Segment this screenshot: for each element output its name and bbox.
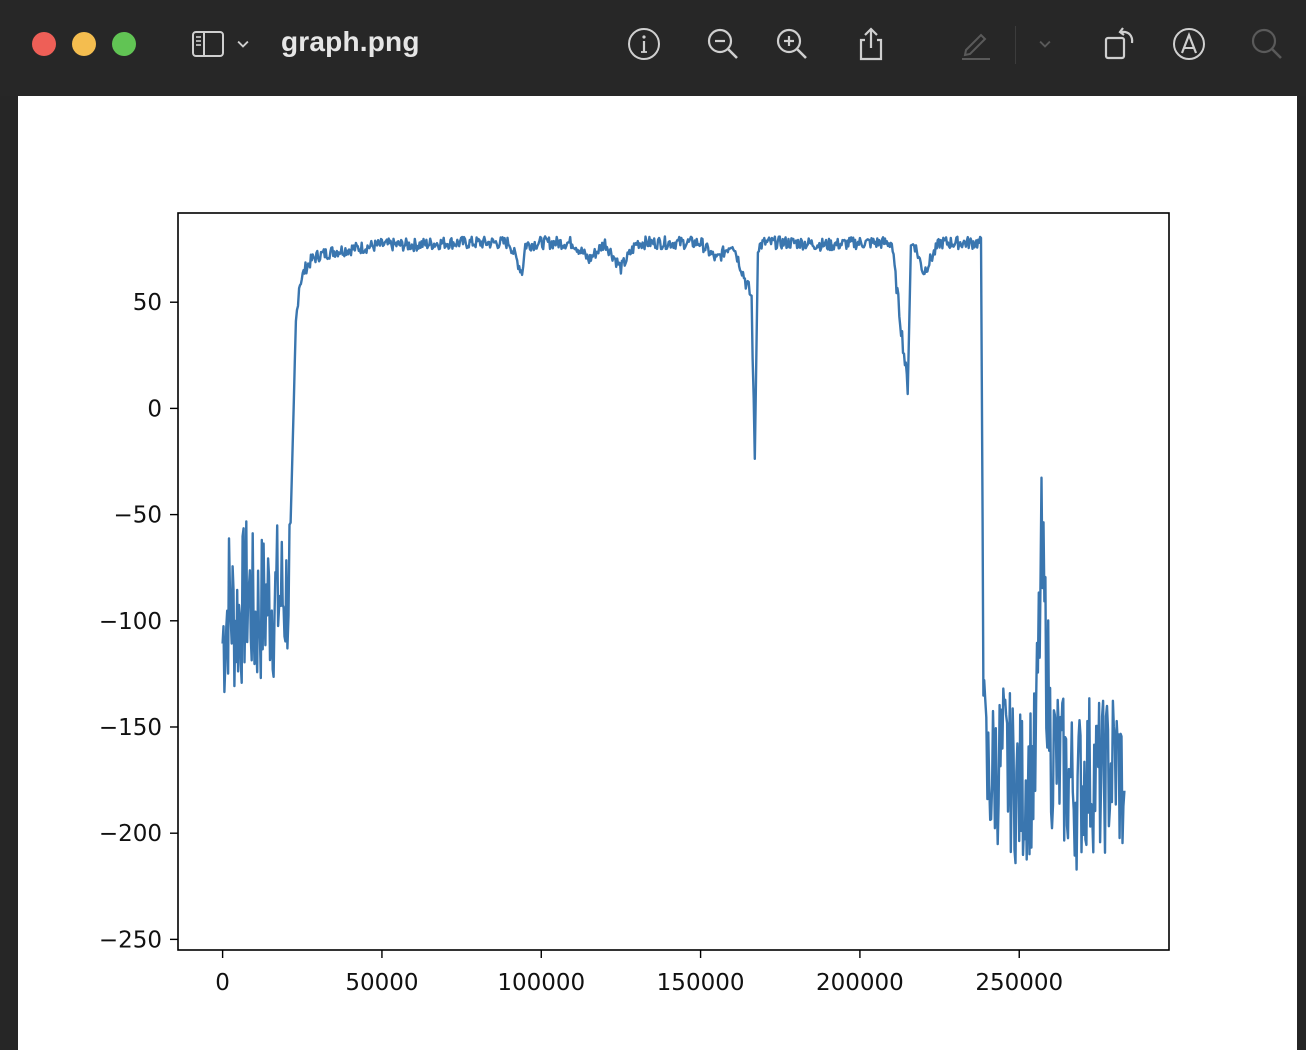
- x-tick-label: 250000: [975, 970, 1063, 996]
- zoom-in-button[interactable]: [770, 22, 814, 66]
- toolbar-divider: [1015, 26, 1016, 64]
- y-tick-label: −200: [99, 821, 162, 847]
- right-gutter: [1297, 96, 1306, 1050]
- chevron-down-icon: [1039, 40, 1051, 48]
- x-tick-label: 200000: [816, 970, 904, 996]
- y-tick-label: 50: [133, 290, 162, 316]
- line-chart: 0 50000 100000 150000 200000 250000 50 0 −50 −100…: [99, 212, 1170, 996]
- x-tick-label: 0: [215, 970, 230, 996]
- annotate-button[interactable]: [1167, 22, 1211, 66]
- document-title: graph.png: [281, 26, 420, 57]
- y-tick-label: −100: [99, 609, 162, 635]
- search-icon: [1251, 28, 1282, 59]
- zoom-out-icon: [707, 28, 738, 59]
- search-button[interactable]: [1245, 22, 1289, 66]
- zoom-in-icon: [776, 28, 807, 59]
- window-titlebar: graph.png: [0, 0, 1306, 96]
- rotate-button[interactable]: [1097, 22, 1141, 66]
- maximize-window-button[interactable]: [112, 32, 136, 56]
- sidebar-menu-button[interactable]: [228, 22, 258, 66]
- plot-frame: [177, 212, 1170, 951]
- close-window-button[interactable]: [32, 32, 56, 56]
- y-tick-label: −150: [99, 715, 162, 741]
- minimize-window-button[interactable]: [72, 32, 96, 56]
- zoom-out-button[interactable]: [701, 22, 745, 66]
- info-button[interactable]: [622, 22, 666, 66]
- annotate-icon: [1173, 28, 1205, 60]
- y-tick-label: −50: [113, 503, 162, 529]
- x-tick-label: 50000: [345, 970, 418, 996]
- sidebar-icon: [192, 31, 224, 57]
- image-canvas: 0 50000 100000 150000 200000 250000 50 0 −50 −100…: [18, 96, 1297, 1050]
- x-tick-label: 150000: [657, 970, 745, 996]
- series-line: [221, 235, 1126, 871]
- share-icon: [859, 27, 883, 61]
- left-gutter: [0, 96, 18, 1050]
- rotate-icon: [1104, 27, 1134, 60]
- chevron-down-icon: [237, 40, 249, 48]
- markup-pen-icon: [962, 33, 990, 60]
- y-tick-label: −250: [99, 927, 162, 953]
- markup-menu-button[interactable]: [1030, 22, 1060, 66]
- markup-button[interactable]: [953, 22, 997, 66]
- sidebar-toggle-button[interactable]: [186, 22, 230, 66]
- info-icon: [628, 28, 660, 60]
- share-button[interactable]: [849, 22, 893, 66]
- x-tick-label: 100000: [497, 970, 585, 996]
- y-tick-label: 0: [147, 396, 162, 422]
